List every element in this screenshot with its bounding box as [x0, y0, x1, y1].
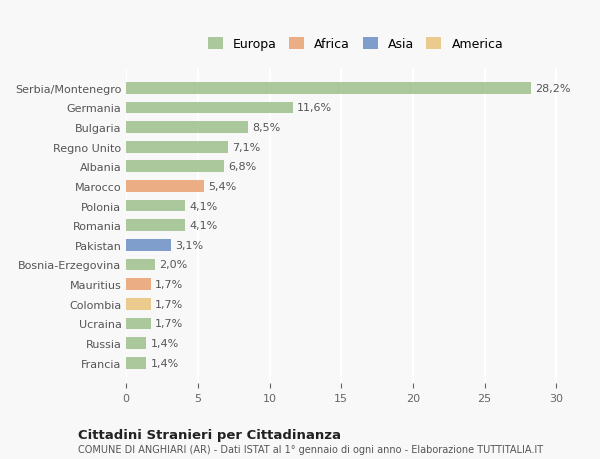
- Text: 1,4%: 1,4%: [151, 338, 179, 348]
- Text: 11,6%: 11,6%: [297, 103, 332, 113]
- Text: 6,8%: 6,8%: [228, 162, 256, 172]
- Text: 7,1%: 7,1%: [232, 142, 260, 152]
- Text: 4,1%: 4,1%: [190, 221, 218, 231]
- Text: 1,7%: 1,7%: [155, 319, 183, 329]
- Bar: [126, 83, 530, 95]
- Text: 5,4%: 5,4%: [208, 182, 236, 191]
- Bar: [126, 102, 293, 114]
- Text: 1,7%: 1,7%: [155, 299, 183, 309]
- Bar: [126, 181, 203, 192]
- Text: 3,1%: 3,1%: [175, 241, 203, 250]
- Bar: [126, 161, 224, 173]
- Text: 8,5%: 8,5%: [253, 123, 281, 133]
- Text: 1,4%: 1,4%: [151, 358, 179, 368]
- Bar: [126, 259, 155, 271]
- Bar: [126, 298, 151, 310]
- Text: 2,0%: 2,0%: [159, 260, 187, 270]
- Text: 4,1%: 4,1%: [190, 201, 218, 211]
- Bar: [126, 141, 228, 153]
- Bar: [126, 200, 185, 212]
- Legend: Europa, Africa, Asia, America: Europa, Africa, Asia, America: [204, 34, 507, 55]
- Bar: [126, 220, 185, 232]
- Text: 1,7%: 1,7%: [155, 280, 183, 290]
- Bar: [126, 337, 146, 349]
- Bar: [126, 122, 248, 134]
- Bar: [126, 318, 151, 330]
- Bar: [126, 357, 146, 369]
- Bar: [126, 279, 151, 291]
- Text: Cittadini Stranieri per Cittadinanza: Cittadini Stranieri per Cittadinanza: [78, 428, 341, 442]
- Bar: [126, 240, 170, 251]
- Text: 28,2%: 28,2%: [535, 84, 571, 94]
- Text: COMUNE DI ANGHIARI (AR) - Dati ISTAT al 1° gennaio di ogni anno - Elaborazione T: COMUNE DI ANGHIARI (AR) - Dati ISTAT al …: [78, 444, 543, 454]
